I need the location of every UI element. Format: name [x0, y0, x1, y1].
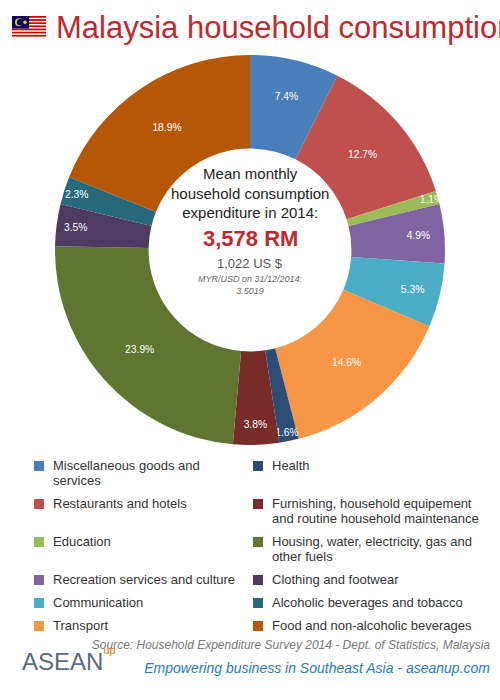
svg-text:5.3%: 5.3% [401, 284, 424, 295]
html-text:Transport: Transport [53, 618, 109, 633]
html-text:Source: Household Expenditure: Source: Household Expenditure Survey 201… [91, 638, 490, 652]
svg-text:1,022 US $: 1,022 US $ [217, 256, 283, 271]
html-text:Food and non-alcoholic beverag: Food and non-alcoholic beverages [272, 618, 472, 633]
html-text:Alcoholic beverages and tobacc: Alcoholic beverages and tobacco [272, 595, 463, 610]
svg-text:23.9%: 23.9% [125, 344, 154, 355]
html-text:Education: Education [53, 534, 111, 549]
svg-text:2.3%: 2.3% [65, 189, 88, 200]
svg-text:4.9%: 4.9% [407, 230, 430, 241]
svg-text:1.1%: 1.1% [420, 194, 443, 205]
svg-text:3.8%: 3.8% [244, 419, 267, 430]
html-text:ASEAN: ASEAN [22, 648, 104, 675]
svg-text:18.9%: 18.9% [152, 122, 181, 133]
svg-text:7.4%: 7.4% [275, 91, 298, 102]
svg-text:12.7%: 12.7% [348, 149, 377, 160]
svg-text:1.6%: 1.6% [275, 427, 298, 438]
svg-text:MYR/USD on 31/12/2014:3.5019: MYR/USD on 31/12/2014:3.5019 [198, 274, 303, 296]
html-text:Communication: Communication [53, 595, 144, 610]
svg-text:14.6%: 14.6% [332, 357, 361, 368]
html-text:Empowering business in Southea: Empowering business in Southeast Asia - … [144, 660, 490, 676]
html-text:Miscellaneous goods and servic: Miscellaneous goods and services [53, 458, 200, 488]
html-text:Health: Health [272, 458, 310, 473]
html-text:Housing, water, electricity, g: Housing, water, electricity, gas and oth… [272, 534, 472, 564]
svg-text:3.5%: 3.5% [64, 222, 87, 233]
svg-text:3,578 RM: 3,578 RM [203, 226, 298, 251]
svg-text:Mean monthlyhousehold consumpt: Mean monthlyhousehold consumptionexpendi… [171, 165, 329, 221]
html-text:Furnishing, household equipeme: Furnishing, household equipement and rou… [272, 496, 479, 526]
html-text:up: up [103, 644, 116, 656]
html-text:Restaurants and hotels: Restaurants and hotels [53, 496, 187, 511]
html-text:Recreation services and cultur: Recreation services and culture [53, 572, 236, 587]
html-text:Clothing and footwear: Clothing and footwear [272, 572, 399, 587]
